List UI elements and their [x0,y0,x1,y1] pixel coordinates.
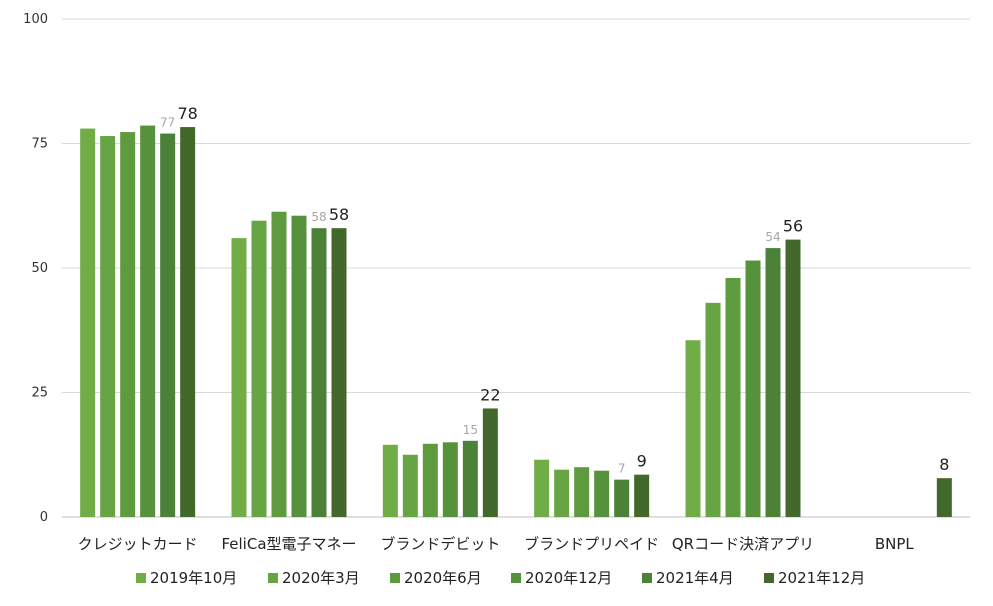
bar [614,479,630,517]
bar [160,133,176,518]
bar [705,302,721,517]
bar [685,340,701,517]
legend-swatch [268,573,278,583]
bar [100,136,116,517]
bars [80,125,952,518]
bar [382,444,398,517]
category-label: BNPL [875,535,915,553]
y-tick-label: 50 [31,261,48,276]
data-label: 77 [160,116,175,130]
bar [80,128,96,517]
data-label: 15 [463,423,478,437]
bar [745,260,761,517]
category-label: クレジットカード [78,535,198,553]
bar [534,459,550,517]
bar [271,211,287,517]
legend-label: 2020年6月 [404,569,482,587]
data-label: 54 [765,230,780,244]
data-label: 58 [329,205,349,224]
legend-label: 2020年12月 [525,569,612,587]
data-label: 22 [480,385,500,404]
data-label: 7 [618,462,626,476]
bar [422,443,438,517]
gridlines [62,18,970,518]
category-label: ブランドデビット [380,535,500,553]
bar [442,442,458,517]
legend-swatch [764,573,774,583]
bar [251,220,267,517]
bar [180,127,196,517]
bar [594,470,610,517]
bar [311,228,327,517]
data-label: 56 [783,217,803,236]
data-label: 58 [311,210,326,224]
category-label: ブランドプリペイド [524,535,659,553]
bar [402,454,418,517]
legend-label: 2020年3月 [282,569,360,587]
legend-swatch [390,573,400,583]
bar [482,408,498,517]
bar [634,474,650,517]
category-label: FeliCa型電子マネー [221,535,356,553]
bar [574,467,590,517]
legend-label: 2021年12月 [778,569,865,587]
bar [331,228,347,517]
category-label: QRコード決済アプリ [672,535,814,553]
bar [765,248,781,517]
y-axis-ticks: 0 25 50 75 100 [23,12,48,525]
data-label: 78 [177,104,197,123]
bar [462,440,478,517]
bar [554,469,570,517]
bar [936,478,952,517]
data-label: 8 [939,455,949,474]
bar [140,125,156,518]
y-tick-label: 0 [40,510,48,525]
x-axis-categories: クレジットカード FeliCa型電子マネー ブランドデビット ブランドプリペイド QRコ… [78,535,915,553]
y-tick-label: 75 [31,137,48,152]
legend-label: 2021年4月 [656,569,734,587]
legend: 2019年10月 2020年3月 2020年6月 2020年12月 2021年4月 202… [136,569,865,587]
legend-swatch [642,573,652,583]
legend-swatch [511,573,521,583]
bar [231,238,247,517]
y-tick-label: 25 [31,386,48,401]
bar [725,277,741,517]
bar [785,239,801,517]
legend-label: 2019年10月 [150,569,237,587]
legend-swatch [136,573,146,583]
bar [120,132,136,517]
y-tick-label: 100 [23,12,48,27]
data-label: 9 [637,452,647,471]
bar [291,215,307,517]
